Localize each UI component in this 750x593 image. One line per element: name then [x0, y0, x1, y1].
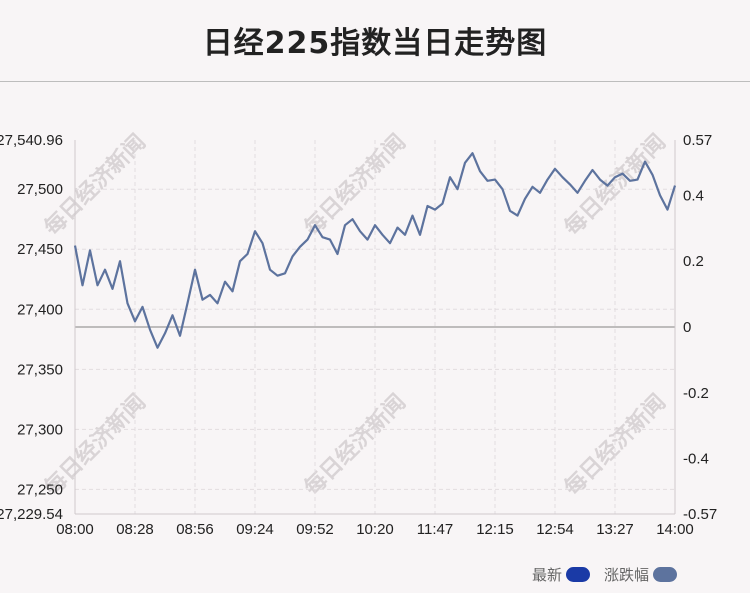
chart-title: 日经225指数当日走势图: [202, 26, 548, 61]
x-tick-label: 14:00: [656, 521, 694, 538]
legend-swatch-change: [653, 566, 678, 582]
x-tick-label: 12:15: [476, 521, 514, 538]
y-right-tick-label: -0.4: [683, 451, 709, 468]
legend-item-change: 涨跌幅: [604, 564, 678, 585]
y-left-tick-label: 27,450: [17, 241, 63, 258]
y-right-tick-label: -0.57: [683, 506, 717, 523]
legend-swatch-latest: [566, 566, 591, 582]
x-tick-label: 09:24: [236, 521, 274, 538]
y-left-tick-label: 27,300: [17, 421, 63, 438]
x-tick-label: 11:47: [417, 521, 453, 538]
legend: 最新 涨跌幅: [532, 562, 691, 586]
y-left-tick-label: 27,250: [17, 481, 63, 498]
x-tick-label: 09:52: [296, 521, 334, 538]
y-right-tick-label: 0.4: [683, 187, 704, 204]
y-left-tick-label: 27,350: [17, 361, 63, 378]
axes: 27,540.96 27,500 27,450 27,400 27,350 27,300 2…: [0, 132, 717, 538]
legend-item-latest: 最新: [532, 564, 591, 585]
title-divider: [0, 81, 750, 82]
y-right-tick-label: 0.57: [683, 132, 712, 149]
y-right-tick-label: 0.2: [683, 253, 704, 270]
x-tick-label: 08:28: [116, 521, 154, 538]
legend-label-change: 涨跌幅: [604, 565, 650, 584]
legend-label-latest: 最新: [532, 565, 563, 584]
y-right-tick-label: -0.2: [683, 385, 709, 402]
x-tick-label: 12:54: [536, 521, 574, 538]
x-tick-label: 08:56: [176, 521, 214, 538]
y-left-tick-label: 27,229.54: [0, 506, 63, 523]
y-left-tick-label: 27,500: [17, 181, 63, 198]
x-tick-label: 08:00: [56, 521, 94, 538]
x-tick-label: 10:20: [356, 521, 394, 538]
index-line: [73, 152, 677, 349]
grid-lines: [75, 140, 675, 514]
watermark-text: 每日经济新闻: [299, 389, 411, 501]
y-left-tick-label: 27,400: [17, 301, 63, 318]
y-right-tick-label: 0: [683, 319, 691, 336]
x-tick-label: 13:27: [596, 521, 634, 538]
series-layer: [73, 152, 677, 349]
y-left-tick-label: 27,540.96: [0, 132, 63, 149]
